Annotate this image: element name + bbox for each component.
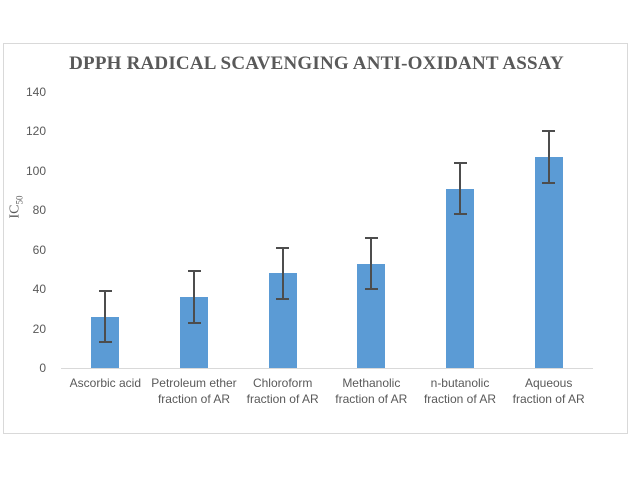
y-tick-label: 20 [32,321,46,336]
error-bar-top-cap [542,130,556,133]
x-axis-line [61,368,593,369]
y-tick-label: 0 [39,361,46,375]
error-bar-bottom-cap [187,321,201,324]
x-category-label: Petroleum ether fraction of AR [151,376,237,406]
error-bar-top-cap [453,161,467,164]
error-bar-line [281,247,284,299]
error-bar-line [547,131,550,183]
bar [534,157,563,368]
x-category-label: Aqueous fraction of AR [512,376,585,406]
error-bar-top-cap [364,236,378,239]
error-bar-top-cap [276,246,290,249]
error-bar-line [104,291,107,343]
error-bar-top-cap [98,290,112,293]
chart-title: DPPH RADICAL SCAVENGING ANTI-OXIDANT ASS… [69,53,564,74]
bar [446,188,474,368]
error-bar-line [459,162,461,215]
y-tick-label: 80 [32,203,46,218]
y-tick-label: 40 [32,282,46,297]
error-bar-bottom-cap [98,341,112,344]
y-tick-label: 100 [25,163,46,178]
x-category-label: Methanolic fraction of AR [335,376,408,406]
y-tick-label: 140 [25,85,46,99]
y-tick-label: 60 [32,242,46,257]
y-tick-label: 120 [25,124,46,139]
error-bar-bottom-cap [542,181,556,184]
x-category-label: Ascorbic acid [69,376,142,390]
x-category-label: Chloroform fraction of AR [246,376,319,406]
error-bar-bottom-cap [364,288,378,291]
error-bar-top-cap [187,270,201,273]
error-bar-line [370,237,373,290]
error-bar-bottom-cap [453,213,467,216]
x-category-label: n-butanolic fraction of AR [423,376,497,406]
error-bar-bottom-cap [276,298,290,300]
error-bar-line [193,271,195,323]
